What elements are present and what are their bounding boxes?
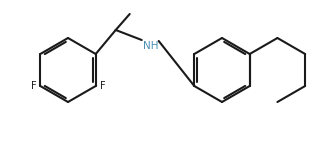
Text: F: F <box>31 81 36 91</box>
Text: F: F <box>100 81 105 91</box>
Text: NH: NH <box>143 41 158 51</box>
